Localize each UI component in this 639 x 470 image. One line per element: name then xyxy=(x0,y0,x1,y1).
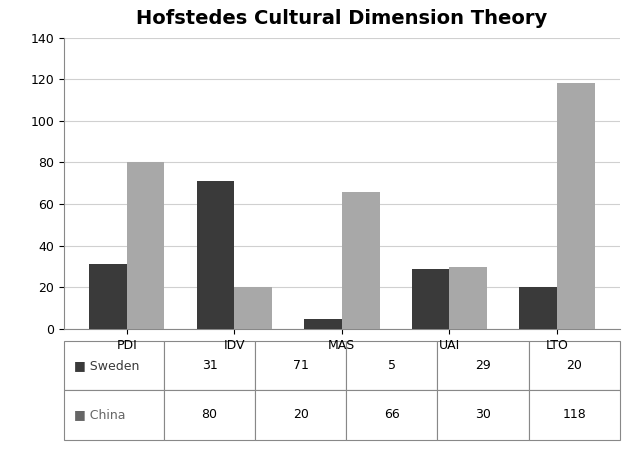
Bar xyxy=(89,265,127,329)
Bar xyxy=(520,287,557,329)
Bar xyxy=(304,319,342,329)
Bar xyxy=(197,181,235,329)
Bar xyxy=(412,269,449,329)
Bar xyxy=(342,192,380,329)
Bar xyxy=(449,266,487,329)
Bar xyxy=(235,287,272,329)
Title: Hofstedes Cultural Dimension Theory: Hofstedes Cultural Dimension Theory xyxy=(136,9,548,28)
Bar xyxy=(127,163,164,329)
Bar xyxy=(557,83,594,329)
